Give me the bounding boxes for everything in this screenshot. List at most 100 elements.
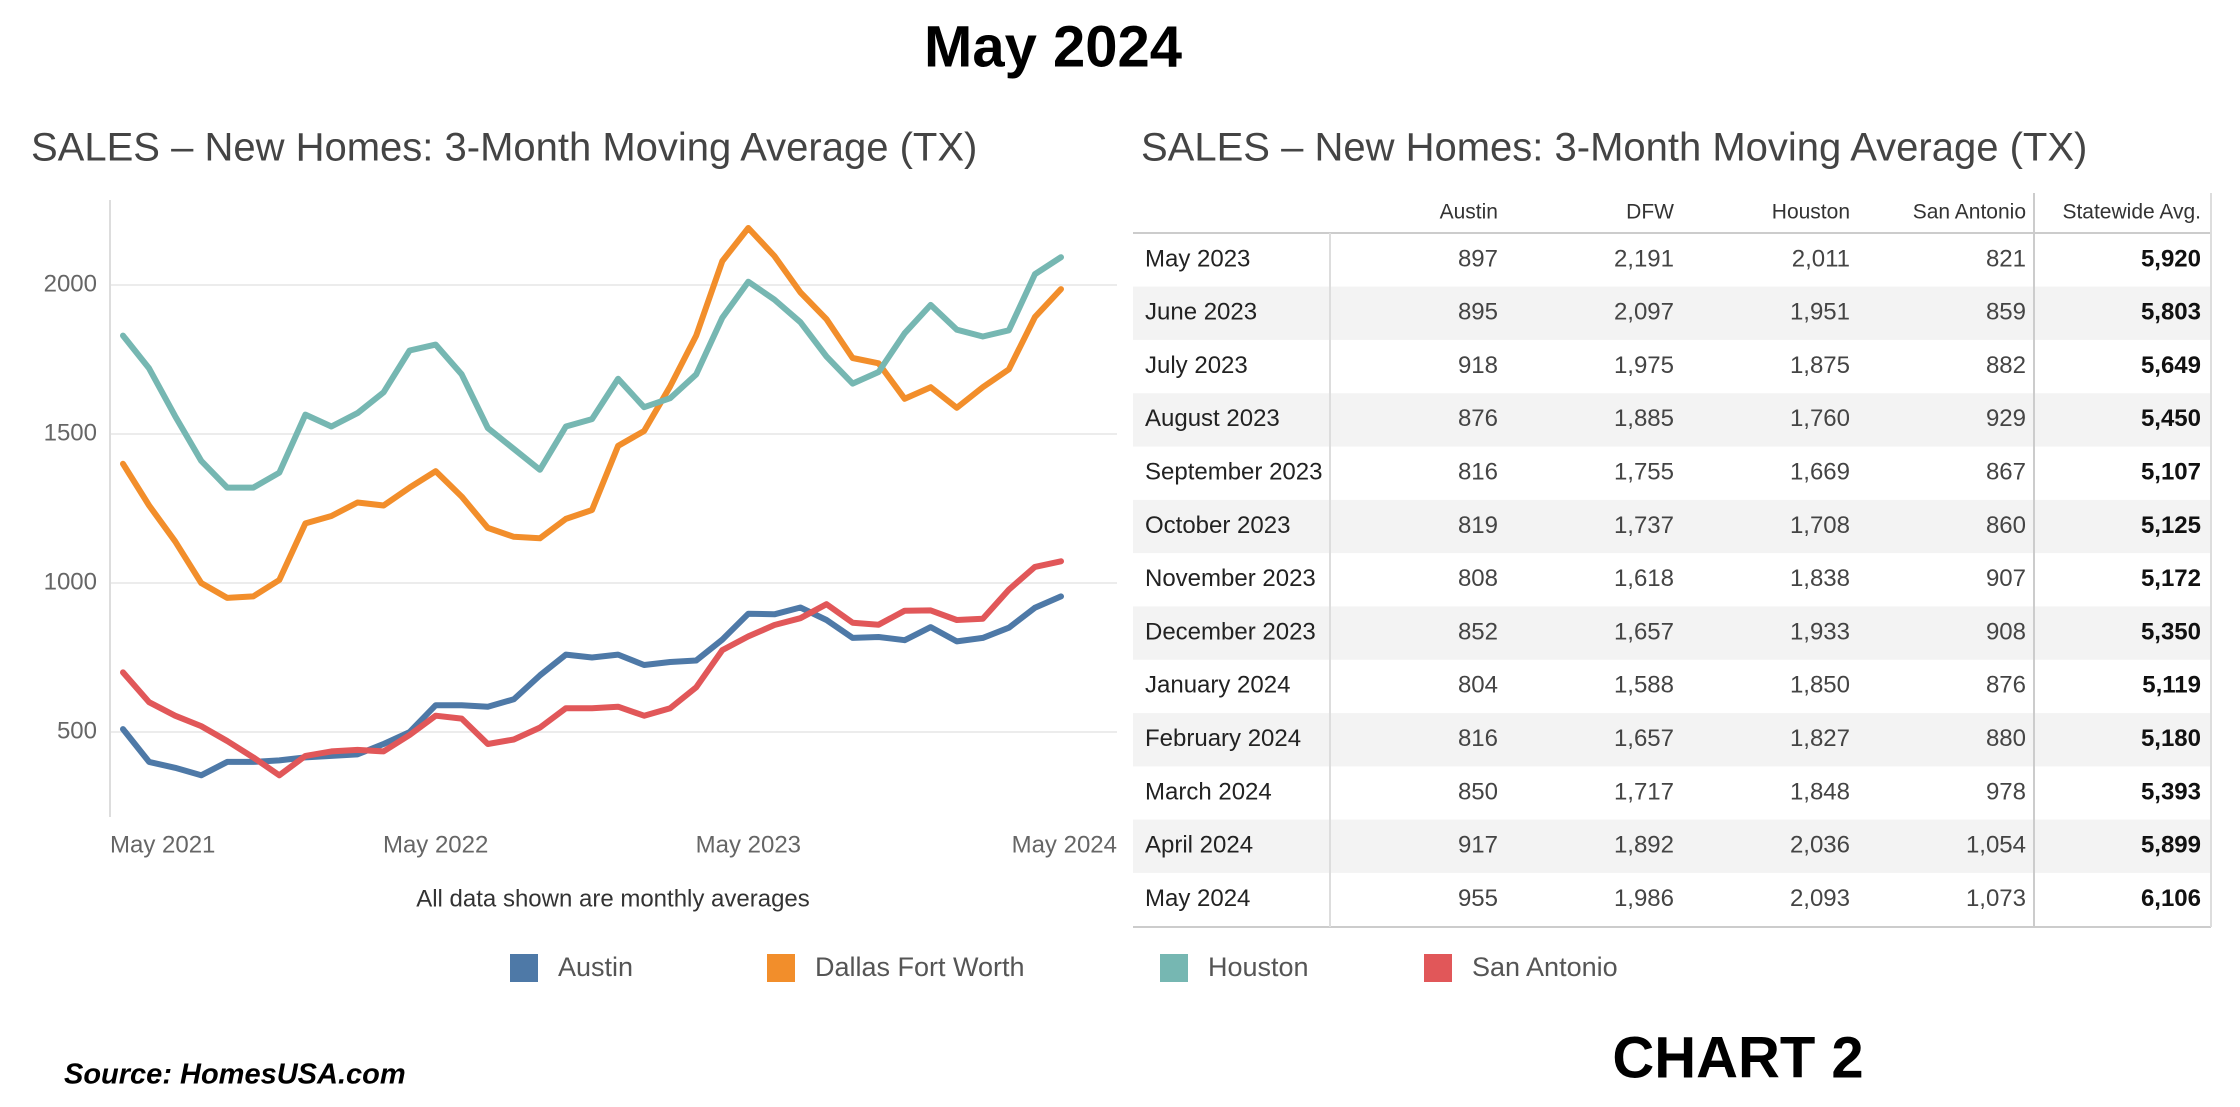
table-cell: 2,191 [1614,245,1674,272]
table-cell: 5,393 [2141,778,2201,805]
table-cell: 816 [1458,725,1498,752]
series-line [120,225,1064,601]
table-cell: 1,892 [1614,832,1674,859]
table-cell: 5,125 [2141,512,2201,539]
table-cell: 1,073 [1966,885,2026,912]
row-band [1133,286,2211,340]
table-cell: 907 [1986,565,2026,592]
table-cell: 1,760 [1790,405,1850,432]
row-label: December 2023 [1145,618,1316,645]
table-cell: 1,986 [1614,885,1674,912]
row-label: March 2024 [1145,778,1272,805]
table-cell: 5,920 [2141,245,2201,272]
table-cell: 1,875 [1790,352,1850,379]
chart-note: All data shown are monthly averages [416,885,810,912]
column-header: DFW [1626,201,1674,224]
row-band [1133,393,2211,447]
table-title: SALES – New Homes: 3-Month Moving Averag… [1141,126,2087,170]
row-label: August 2023 [1145,405,1280,432]
column-header: Statewide Avg. [2062,201,2201,224]
legend-label: San Antonio [1472,952,1618,982]
y-tick-label: 1500 [44,419,97,446]
row-label: May 2023 [1145,245,1250,272]
table-cell: 5,649 [2141,352,2201,379]
table-cell: 808 [1458,565,1498,592]
row-band [1133,606,2211,660]
source: Source: HomesUSA.com [64,1059,406,1091]
x-tick-label: May 2021 [110,831,215,858]
table-cell: 1,054 [1966,832,2026,859]
legend-swatch [767,954,795,982]
row-label: November 2023 [1145,565,1316,592]
table-cell: 1,588 [1614,672,1674,699]
y-tick-label: 500 [57,717,97,744]
table-cell: 876 [1986,672,2026,699]
table-cell: 5,450 [2141,405,2201,432]
table-cell: 6,106 [2141,885,2201,912]
page-title: May 2024 [924,14,1182,79]
table-cell: 897 [1458,245,1498,272]
table-cell: 5,180 [2141,725,2201,752]
table-cell: 1,885 [1614,405,1674,432]
row-band [1133,819,2211,873]
table-cell: 1,708 [1790,512,1850,539]
table-cell: 918 [1458,352,1498,379]
chart-label: CHART 2 [1612,1025,1863,1090]
table-cell: 880 [1986,725,2026,752]
table-cell: 1,827 [1790,725,1850,752]
row-label: June 2023 [1145,299,1257,326]
table-cell: 1,717 [1614,778,1674,805]
table-cell: 5,803 [2141,299,2201,326]
legend-swatch [1424,954,1452,982]
series-line [120,558,1064,779]
table-cell: 1,951 [1790,299,1850,326]
table-cell: 1,850 [1790,672,1850,699]
table-cell: 2,036 [1790,832,1850,859]
legend-label: Houston [1208,952,1309,982]
table-cell: 1,975 [1614,352,1674,379]
y-tick-label: 1000 [44,568,97,595]
table-cell: 1,755 [1614,459,1674,486]
table-cell: 1,657 [1614,725,1674,752]
column-header: Austin [1440,201,1498,224]
table-cell: 955 [1458,885,1498,912]
table-cell: 5,172 [2141,565,2201,592]
x-tick-label: May 2024 [1012,831,1117,858]
table-cell: 929 [1986,405,2026,432]
row-label: January 2024 [1145,672,1290,699]
table-cell: 819 [1458,512,1498,539]
table-cell: 5,899 [2141,832,2201,859]
table-cell: 1,848 [1790,778,1850,805]
table-cell: 908 [1986,618,2026,645]
series-line [120,254,1064,491]
table-cell: 816 [1458,459,1498,486]
table-cell: 821 [1986,245,2026,272]
chart-title: SALES – New Homes: 3-Month Moving Averag… [31,126,977,170]
y-tick-label: 2000 [44,270,97,297]
row-band [1133,499,2211,554]
table-cell: 867 [1986,459,2026,486]
column-header: Houston [1772,201,1850,224]
table-cell: 917 [1458,832,1498,859]
table-cell: 859 [1986,299,2026,326]
row-label: February 2024 [1145,725,1301,752]
table-cell: 1,838 [1790,565,1850,592]
table-cell: 850 [1458,778,1498,805]
x-tick-label: May 2023 [696,831,801,858]
table-cell: 1,669 [1790,459,1850,486]
table-cell: 2,011 [1792,245,1850,272]
series-line [120,593,1064,779]
row-label: September 2023 [1145,459,1322,486]
table-cell: 1,933 [1790,618,1850,645]
table-cell: 2,097 [1614,299,1674,326]
table-cell: 1,657 [1614,618,1674,645]
column-header: San Antonio [1913,201,2026,224]
table-cell: 860 [1986,512,2026,539]
x-tick-label: May 2022 [383,831,488,858]
legend-swatch [1160,954,1188,982]
table-cell: 2,093 [1790,885,1850,912]
legend-label: Austin [558,952,633,982]
table-cell: 1,618 [1614,565,1674,592]
legend-label: Dallas Fort Worth [815,952,1025,982]
